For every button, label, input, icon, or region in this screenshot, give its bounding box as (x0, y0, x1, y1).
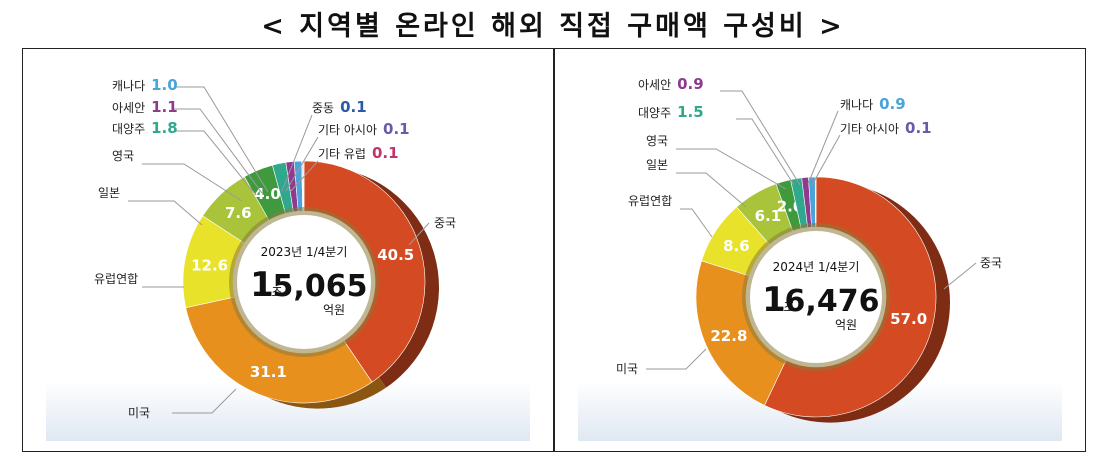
slice-value-유럽연합: 12.6 (191, 257, 228, 275)
slice-value-기타-아시아: 0.1 (383, 120, 410, 138)
category-label-유럽연합: 유럽연합 (628, 194, 672, 208)
center-period: 2023년 1/4분기 (261, 245, 348, 259)
center-unit-eok: 억원 (835, 318, 857, 332)
slice-value-아세안: 1.1 (151, 98, 178, 116)
leader-line-기타-유럽 (289, 160, 319, 193)
center-big-number: 1 (762, 280, 786, 320)
slice-value-대양주: 1.5 (677, 103, 704, 121)
leader-line-일본 (128, 200, 203, 226)
slice-value-중동: 0.1 (340, 98, 367, 116)
leader-line-중동 (281, 114, 313, 192)
category-label-캐나다: 캐나다 1.0 (112, 76, 178, 94)
category-label-미국: 미국 (128, 406, 150, 420)
category-label-아세안: 아세안 0.9 (638, 75, 704, 93)
slice-value-캐나다: 0.9 (879, 95, 906, 113)
slice-value-일본: 6.1 (755, 207, 782, 225)
category-label-기타-아시아: 기타 아시아 0.1 (318, 120, 410, 138)
center-big-number: 1 (250, 265, 274, 305)
leader-line-기타-아시아 (285, 136, 319, 192)
slice-value-일본: 7.6 (225, 204, 252, 222)
leader-line-기타-아시아 (811, 134, 841, 186)
leader-line-아세안 (720, 90, 801, 186)
category-label-중동: 중동 0.1 (312, 98, 367, 116)
center-unit-eok: 억원 (323, 303, 345, 317)
slice-value-중국: 40.5 (377, 246, 414, 264)
slice-value-기타-아시아: 0.1 (905, 119, 932, 137)
center-unit-jo: 조 (271, 285, 282, 299)
leader-line-중국 (943, 262, 977, 290)
page-title: < 지역별 온라인 해외 직접 구매액 구성비 > (261, 11, 845, 42)
donut-hole (229, 207, 379, 357)
leader-line-미국 (172, 388, 237, 414)
category-label-기타-아시아: 기타 아시아 0.1 (840, 119, 932, 137)
slice-value-중국: 57.0 (890, 310, 927, 328)
leader-line-캐나다 (176, 86, 269, 193)
category-label-캐나다: 캐나다 0.9 (840, 95, 906, 113)
leader-line-아세안 (172, 108, 263, 194)
leader-line-영국 (676, 148, 787, 190)
center-period: 2024년 1/4분기 (773, 260, 860, 274)
leader-line-대양주 (176, 130, 257, 196)
category-label-영국: 영국 (112, 149, 134, 163)
slice-기타-아시아 (814, 176, 817, 228)
slice-기타-유럽 (302, 160, 305, 212)
category-label-일본: 일본 (98, 186, 120, 200)
center-amount: 6,476 (785, 284, 880, 319)
slice-value-미국: 22.8 (710, 327, 747, 345)
center-unit-jo: 조 (783, 300, 794, 314)
leader-line-중국 (408, 222, 430, 246)
leader-line-미국 (646, 348, 707, 370)
center-amount: 5,065 (273, 269, 368, 304)
slice-value-미국: 31.1 (250, 363, 287, 381)
category-label-중국: 중국 (980, 256, 1002, 270)
leader-line-영국 (142, 163, 243, 202)
category-label-아세안: 아세안 1.1 (112, 98, 178, 116)
slice-value-캐나다: 1.0 (151, 76, 178, 94)
category-label-미국: 미국 (616, 362, 638, 376)
slice-value-영국: 4.0 (254, 185, 281, 203)
slice-value-기타-유럽: 0.1 (372, 144, 399, 162)
leader-line-유럽연합 (680, 208, 713, 238)
leader-line-캐나다 (807, 110, 839, 185)
donut-hole (742, 223, 890, 371)
category-label-유럽연합: 유럽연합 (94, 272, 138, 286)
slice-value-아세안: 0.9 (677, 75, 704, 93)
slice-value-대양주: 1.8 (151, 119, 178, 137)
category-label-영국: 영국 (646, 134, 668, 148)
leader-line-대양주 (736, 118, 795, 186)
category-label-일본: 일본 (646, 158, 668, 172)
category-label-중국: 중국 (434, 216, 456, 230)
category-label-기타-유럽: 기타 유럽 0.1 (318, 144, 399, 162)
category-label-대양주: 대양주 1.8 (112, 119, 178, 137)
slice-value-유럽연합: 8.6 (723, 237, 750, 255)
panel-divider (553, 48, 555, 452)
category-label-대양주: 대양주 1.5 (638, 103, 704, 121)
leader-line-일본 (676, 172, 747, 208)
